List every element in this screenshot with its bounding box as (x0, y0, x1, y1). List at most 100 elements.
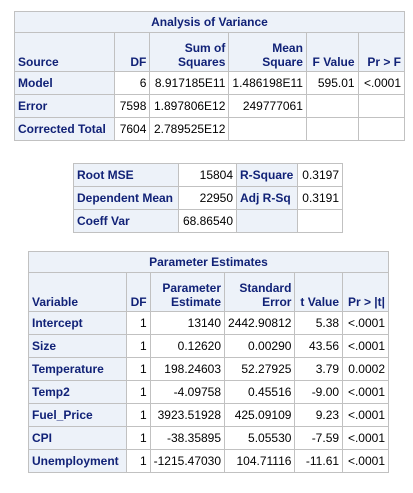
anova-header-df: DF (113, 32, 151, 72)
value-cell: <.0001 (342, 449, 389, 473)
params-header-estimate: Parameter Estimate (149, 272, 226, 312)
params-header-pr-t: Pr > |t| (342, 272, 389, 312)
row-header-cell: Unemployment (28, 449, 127, 473)
value-cell: 425.09109 (224, 403, 296, 427)
value-cell: 1 (125, 334, 151, 358)
value-cell: 1.486198E11 (228, 71, 307, 95)
row-header-cell: Model (14, 71, 115, 95)
value-cell: 1 (125, 449, 151, 473)
value-cell (228, 117, 307, 141)
value-cell: <.0001 (342, 380, 389, 404)
row-header-cell: R-Square (236, 163, 299, 187)
value-cell: 7604 (113, 117, 151, 141)
value-cell: -38.35895 (149, 426, 226, 450)
value-cell (305, 94, 359, 118)
params-header-standard-error: Standard Error (224, 272, 296, 312)
value-cell: 0.3191 (297, 186, 343, 210)
fit-row: Dependent Mean 22950 Adj R-Sq 0.3191 (73, 186, 343, 210)
value-cell: -7.59 (294, 426, 344, 450)
value-cell: 104.71116 (224, 449, 296, 473)
value-cell: 8.917185E11 (149, 71, 230, 95)
parameter-row: Fuel_Price 1 3923.51928 425.09109 9.23 <.0001 (28, 403, 389, 427)
row-header-cell: Temperature (28, 357, 127, 381)
anova-header-pr-f: Pr > F (357, 32, 406, 72)
value-cell: 249777061 (228, 94, 307, 118)
value-cell: 1 (125, 380, 151, 404)
row-header-cell (236, 209, 299, 233)
parameter-row: Temperature 1 198.24603 52.27925 3.79 0.0002 (28, 357, 389, 381)
params-header-df: DF (125, 272, 151, 312)
anova-row: Error 7598 1.897806E12 249777061 (14, 94, 406, 118)
value-cell: 15804 (177, 163, 238, 187)
value-cell: 7598 (113, 94, 151, 118)
fit-row: Root MSE 15804 R-Square 0.3197 (73, 163, 343, 187)
anova-table: Analysis of Variance Source DF Sum of Sq… (14, 11, 406, 141)
value-cell: -9.00 (294, 380, 344, 404)
params-header-variable: Variable (28, 272, 127, 312)
value-cell: 1 (125, 403, 151, 427)
row-header-cell: Root MSE (73, 163, 179, 187)
anova-header-source: Source (14, 32, 115, 72)
value-cell: 1.897806E12 (149, 94, 230, 118)
value-cell: <.0001 (342, 334, 389, 358)
fit-row: Coeff Var 68.86540 (73, 209, 343, 233)
value-cell: 13140 (149, 311, 226, 335)
row-header-cell: Temp2 (28, 380, 127, 404)
params-title: Parameter Estimates (28, 251, 389, 273)
value-cell: 0.0002 (342, 357, 389, 381)
value-cell: 3923.51928 (149, 403, 226, 427)
row-header-cell: Error (14, 94, 115, 118)
row-header-cell: Fuel_Price (28, 403, 127, 427)
value-cell: 5.38 (294, 311, 344, 335)
value-cell: 1 (125, 357, 151, 381)
value-cell: 22950 (177, 186, 238, 210)
value-cell (357, 94, 406, 118)
anova-header-f-value: F Value (305, 32, 359, 72)
row-header-cell: Size (28, 334, 127, 358)
anova-title: Analysis of Variance (14, 11, 405, 33)
parameter-row: Unemployment 1 -1215.47030 104.71116 -11.61 <… (28, 449, 389, 473)
row-header-cell: Intercept (28, 311, 127, 335)
value-cell: 6 (113, 71, 151, 95)
value-cell: 0.3197 (297, 163, 343, 187)
value-cell: 0.00290 (224, 334, 296, 358)
parameter-row: Temp2 1 -4.09758 0.45516 -9.00 <.0001 (28, 380, 389, 404)
row-header-cell: Coeff Var (73, 209, 179, 233)
row-header-cell: CPI (28, 426, 127, 450)
value-cell: -11.61 (294, 449, 344, 473)
value-cell: 595.01 (305, 71, 359, 95)
value-cell: -4.09758 (149, 380, 226, 404)
anova-header-mean-square: Mean Square (228, 32, 307, 72)
value-cell: 2.789525E12 (149, 117, 230, 141)
value-cell: 0.45516 (224, 380, 296, 404)
value-cell: 9.23 (294, 403, 344, 427)
value-cell: 0.12620 (149, 334, 226, 358)
value-cell: 43.56 (294, 334, 344, 358)
value-cell: <.0001 (342, 426, 389, 450)
parameter-estimates-table: Parameter Estimates Variable DF Paramete… (28, 251, 389, 473)
anova-row: Model 6 8.917185E11 1.486198E11 595.01 <.0001 (14, 71, 406, 95)
parameter-row: Intercept 1 13140 2442.90812 5.38 <.0001 (28, 311, 389, 335)
value-cell: 2442.90812 (224, 311, 296, 335)
anova-row: Corrected Total 7604 2.789525E12 (14, 117, 406, 141)
params-header-t-value: t Value (294, 272, 344, 312)
parameter-row: Size 1 0.12620 0.00290 43.56 <.0001 (28, 334, 389, 358)
value-cell: 68.86540 (177, 209, 238, 233)
value-cell: <.0001 (342, 311, 389, 335)
value-cell: 198.24603 (149, 357, 226, 381)
value-cell (305, 117, 359, 141)
value-cell: 5.05530 (224, 426, 296, 450)
value-cell: 52.27925 (224, 357, 296, 381)
anova-header-sum-of-squares: Sum of Squares (149, 32, 230, 72)
value-cell (297, 209, 343, 233)
value-cell: <.0001 (357, 71, 406, 95)
value-cell: 3.79 (294, 357, 344, 381)
value-cell: -1215.47030 (149, 449, 226, 473)
value-cell: 1 (125, 311, 151, 335)
row-header-cell: Dependent Mean (73, 186, 179, 210)
row-header-cell: Corrected Total (14, 117, 115, 141)
value-cell: 1 (125, 426, 151, 450)
row-header-cell: Adj R-Sq (236, 186, 299, 210)
fit-statistics-table: Root MSE 15804 R-Square 0.3197 Dependent Mea… (73, 163, 343, 233)
parameter-row: CPI 1 -38.35895 5.05530 -7.59 <.0001 (28, 426, 389, 450)
